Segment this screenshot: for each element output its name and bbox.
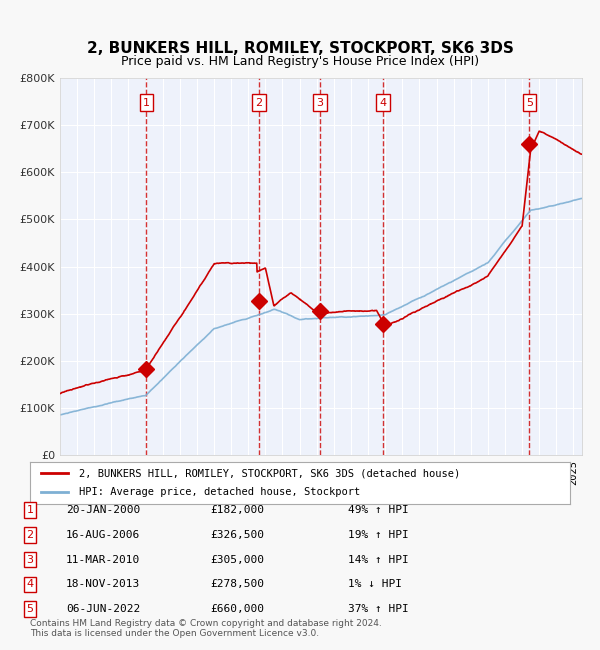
Text: 5: 5 [526,98,533,107]
Text: 1: 1 [26,505,34,515]
Text: 5: 5 [26,604,34,614]
Text: Price paid vs. HM Land Registry's House Price Index (HPI): Price paid vs. HM Land Registry's House … [121,55,479,68]
Text: 06-JUN-2022: 06-JUN-2022 [66,604,140,614]
Text: 49% ↑ HPI: 49% ↑ HPI [348,505,409,515]
Text: 2: 2 [26,530,34,540]
Text: Contains HM Land Registry data © Crown copyright and database right 2024.
This d: Contains HM Land Registry data © Crown c… [30,619,382,638]
Text: 2, BUNKERS HILL, ROMILEY, STOCKPORT, SK6 3DS (detached house): 2, BUNKERS HILL, ROMILEY, STOCKPORT, SK6… [79,469,460,478]
Text: 19% ↑ HPI: 19% ↑ HPI [348,530,409,540]
Text: 20-JAN-2000: 20-JAN-2000 [66,505,140,515]
Text: £326,500: £326,500 [210,530,264,540]
Text: 14% ↑ HPI: 14% ↑ HPI [348,554,409,565]
Text: 4: 4 [26,579,34,590]
Text: 4: 4 [380,98,386,107]
Text: £660,000: £660,000 [210,604,264,614]
Text: 37% ↑ HPI: 37% ↑ HPI [348,604,409,614]
Text: 16-AUG-2006: 16-AUG-2006 [66,530,140,540]
Text: £182,000: £182,000 [210,505,264,515]
Text: 1% ↓ HPI: 1% ↓ HPI [348,579,402,590]
Text: 18-NOV-2013: 18-NOV-2013 [66,579,140,590]
Text: 2: 2 [256,98,262,107]
Text: 3: 3 [316,98,323,107]
Text: HPI: Average price, detached house, Stockport: HPI: Average price, detached house, Stoc… [79,487,360,497]
Text: £278,500: £278,500 [210,579,264,590]
Text: 2, BUNKERS HILL, ROMILEY, STOCKPORT, SK6 3DS: 2, BUNKERS HILL, ROMILEY, STOCKPORT, SK6… [86,41,514,57]
Text: 11-MAR-2010: 11-MAR-2010 [66,554,140,565]
Text: £305,000: £305,000 [210,554,264,565]
Text: 1: 1 [143,98,150,107]
Text: 3: 3 [26,554,34,565]
